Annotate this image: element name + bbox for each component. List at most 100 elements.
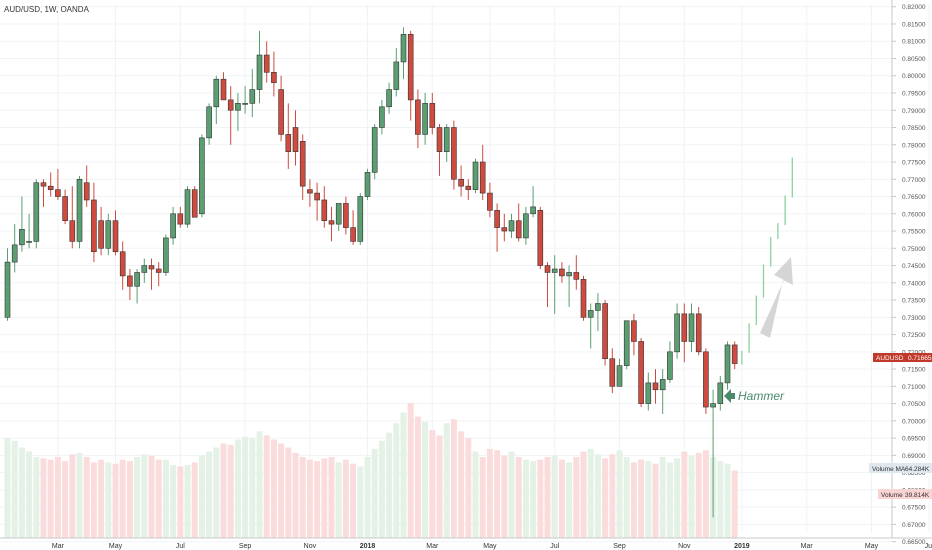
candle-body — [91, 199, 97, 253]
candle-body — [134, 272, 140, 287]
volume-bar — [342, 459, 349, 538]
candle — [652, 369, 659, 404]
price-tick-label: 0.66500 — [902, 539, 926, 546]
price-tick-label: 0.72000 — [902, 349, 926, 356]
candle-body — [609, 358, 616, 387]
candle — [422, 93, 428, 145]
candle — [659, 369, 666, 414]
candle-body — [710, 403, 716, 408]
volume-bar — [350, 463, 357, 538]
candle — [580, 275, 587, 321]
candle — [91, 182, 97, 263]
candle — [314, 182, 320, 221]
candle — [112, 210, 119, 256]
candle — [285, 103, 292, 169]
time-tick-label: May — [109, 543, 123, 550]
candle-body — [559, 268, 565, 277]
candle-body — [371, 127, 378, 173]
candle-body — [551, 268, 558, 273]
candle-body — [631, 320, 637, 342]
candle-body — [249, 89, 256, 104]
volume-bar — [285, 447, 292, 538]
price-tick-label: 0.71500 — [902, 367, 926, 374]
candle — [307, 179, 313, 207]
candle — [393, 48, 400, 97]
last-price-symbol: AUDUSD — [876, 355, 904, 362]
candle — [141, 258, 148, 283]
volume-bar — [234, 439, 241, 538]
time-tick-label: Jul — [550, 543, 559, 550]
candle — [98, 206, 104, 256]
candle-body — [227, 99, 234, 111]
time-tick-label: 2018 — [360, 543, 376, 550]
candle-body — [321, 199, 328, 221]
volume-bar — [54, 457, 61, 538]
candle-body — [458, 178, 464, 187]
candle — [206, 103, 212, 145]
volume-bar — [270, 439, 277, 538]
time-axis[interactable]: Mar May Jul Sep Nov 2018 Mar May Jul Sep Nov 2019 Ma… — [52, 543, 932, 550]
candle-body — [717, 382, 724, 404]
volume-bar — [227, 444, 234, 538]
volume-bar — [119, 459, 126, 538]
symbol-title: AUD/USD, 1W, OANDA — [4, 5, 90, 14]
candle — [163, 234, 169, 276]
candle — [127, 269, 133, 301]
volume-bar — [558, 459, 565, 538]
candle-body — [415, 99, 421, 135]
candle-body — [350, 227, 356, 242]
candle-body — [494, 210, 500, 228]
candle-body — [515, 220, 522, 239]
candle — [357, 193, 364, 245]
price-tick-label: 0.75500 — [902, 229, 926, 236]
candle-body — [328, 220, 335, 225]
volume-bar — [328, 457, 335, 538]
volume-bar — [551, 455, 558, 538]
candle-body — [407, 34, 414, 101]
volume-bar — [422, 421, 429, 538]
price-tick-label: 0.74500 — [902, 263, 926, 270]
volume-bar — [731, 470, 738, 538]
candle — [235, 93, 241, 131]
candle — [379, 99, 385, 135]
volume-bar — [638, 459, 645, 538]
candle — [26, 213, 32, 249]
time-tick-label: May — [483, 543, 497, 550]
candle — [407, 30, 414, 121]
candle — [33, 179, 40, 249]
candle — [537, 206, 544, 269]
candle-body — [184, 189, 191, 225]
volume-bar — [198, 455, 205, 538]
volume-bar — [587, 448, 594, 538]
candle — [335, 203, 342, 232]
projection-arrow — [760, 257, 793, 338]
candle-body — [530, 206, 536, 215]
volume-bar — [126, 461, 133, 538]
volume-bar — [602, 458, 609, 538]
price-tick-label: 0.67000 — [902, 522, 926, 529]
volume-bar — [69, 454, 76, 538]
price-tick-label: 0.69000 — [902, 453, 926, 460]
candle — [587, 303, 594, 349]
candle — [299, 134, 306, 200]
volume-bar — [191, 462, 198, 538]
candle — [515, 203, 522, 242]
volume-bar — [134, 457, 141, 538]
price-tick-label: 0.70500 — [902, 401, 926, 408]
volume-bar — [414, 416, 421, 538]
candle-body — [724, 344, 731, 384]
candle — [213, 75, 220, 125]
volume-bar — [508, 451, 515, 538]
candle — [350, 210, 356, 245]
volume-bar — [213, 447, 220, 538]
volume-bar — [594, 454, 601, 538]
time-tick-label: Jul — [176, 543, 185, 550]
time-tick-label: Sep — [239, 543, 252, 550]
candle — [170, 206, 176, 245]
volume-bar — [681, 451, 688, 538]
candle-body — [652, 382, 659, 391]
volume-bar — [407, 403, 414, 538]
candle — [494, 203, 500, 252]
price-tick-label: 0.67500 — [902, 505, 926, 512]
